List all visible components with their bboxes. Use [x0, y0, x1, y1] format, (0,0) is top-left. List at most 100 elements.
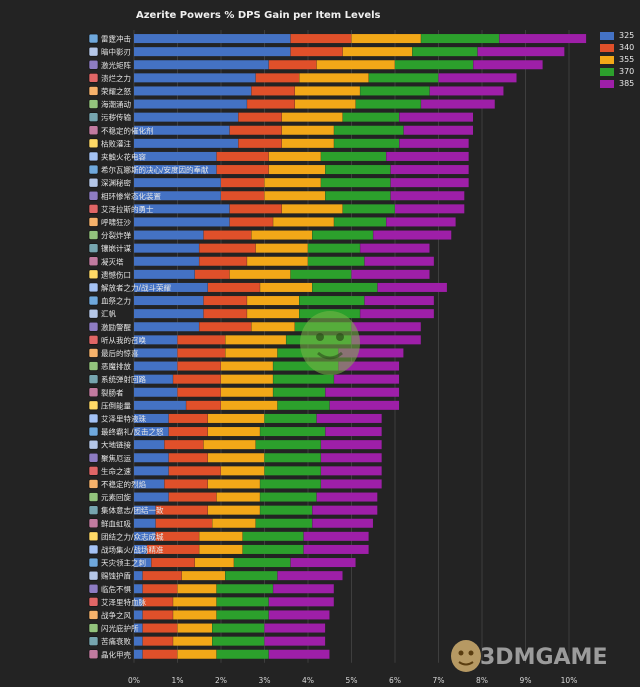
bar-325: [134, 361, 178, 371]
category-label: 生命之速: [101, 466, 131, 476]
legend-item-385: 385: [600, 79, 640, 89]
category-label: 战场集火/战场精准: [101, 544, 164, 554]
bar-370: [321, 178, 391, 188]
category-label: 解放者之力/战斗荣耀: [101, 282, 172, 292]
category-label: 相环惨常态化装置: [101, 191, 161, 201]
azerite-power-icon: [88, 505, 99, 515]
category-label: 暗中影刃: [101, 47, 131, 57]
bar-370: [264, 413, 317, 423]
bar-385: [329, 400, 400, 410]
bar-340: [238, 112, 282, 122]
bar-340: [194, 269, 230, 279]
bar-385: [386, 151, 469, 161]
azerite-power-icon: [88, 230, 99, 240]
category-label: 最终霸礼/反击之怒: [101, 427, 164, 437]
bar-325: [134, 492, 169, 502]
category-labels: 雷霆冲击暗中影刃激光矩阵溃烂之力荣耀之怒海潮涌动污秽传输不稳定的催化剂枯败灌注夹…: [88, 34, 209, 660]
bar-355: [247, 256, 308, 266]
legend-item-325: 325: [600, 31, 640, 41]
bar-385: [312, 518, 373, 528]
bar-340: [221, 191, 265, 201]
bar-370: [334, 125, 404, 135]
bar-340: [168, 427, 208, 437]
bar-325: [134, 335, 178, 345]
x-tick-label: 4%: [302, 676, 314, 685]
bar-340: [142, 584, 178, 594]
bar-385: [303, 544, 369, 554]
bar-385: [316, 413, 382, 423]
bar-370: [299, 296, 365, 306]
bar-385: [268, 610, 330, 620]
bar-325: [134, 518, 156, 528]
bar-370: [312, 230, 373, 240]
bar-385: [390, 165, 469, 175]
bar-355: [294, 86, 360, 96]
bar-325: [134, 427, 169, 437]
legend-label: 340: [619, 43, 635, 52]
bar-355: [299, 73, 369, 83]
bar-385: [338, 348, 404, 358]
category-label: 临危不惧: [101, 584, 131, 594]
bar-355: [203, 440, 256, 450]
bar-340: [168, 453, 208, 463]
bar-385: [373, 230, 452, 240]
category-label: 元素回旋: [101, 492, 131, 502]
bar-325: [134, 296, 204, 306]
bar-325: [134, 151, 217, 161]
azerite-power-icon: [88, 413, 99, 424]
bar-325: [134, 322, 199, 332]
bar-355: [177, 649, 217, 659]
bar-385: [273, 584, 334, 594]
bar-370: [325, 165, 391, 175]
category-label: 溃烂之力: [101, 73, 131, 83]
bar-340: [221, 178, 265, 188]
category-label: 遗憾伤口: [101, 269, 131, 279]
azerite-power-icon: [88, 361, 99, 371]
bar-370: [273, 387, 326, 397]
legend-label: 385: [619, 79, 635, 88]
bar-355: [225, 348, 278, 358]
bar-340: [142, 623, 178, 633]
bar-370: [273, 361, 339, 371]
bar-370: [234, 558, 291, 568]
bar-385: [334, 374, 400, 384]
azerite-power-icon: [88, 204, 99, 214]
azerite-power-icon: [88, 610, 99, 620]
bar-340: [229, 125, 282, 135]
bar-340: [186, 400, 221, 410]
bar-355: [342, 47, 413, 57]
category-label: 天灾领主之刺: [101, 558, 146, 568]
bar-340: [268, 60, 317, 70]
bar-385: [325, 387, 400, 397]
bar-385: [399, 112, 473, 122]
azerite-power-icon: [88, 649, 99, 660]
bar-325: [134, 282, 208, 292]
bar-355: [255, 243, 308, 253]
bar-355: [207, 427, 260, 437]
bar-355: [221, 466, 265, 476]
bar-340: [142, 571, 182, 581]
bar-325: [134, 453, 169, 463]
bar-325: [134, 387, 178, 397]
azerite-power-icon: [88, 636, 99, 646]
bar-385: [364, 296, 434, 306]
bar-355: [251, 322, 295, 332]
bar-385: [473, 60, 543, 70]
bar-355: [207, 453, 265, 463]
bars: [134, 34, 587, 659]
x-tick-label: 7%: [433, 676, 445, 685]
bar-385: [351, 322, 421, 332]
azerite-power-icon: [88, 335, 99, 345]
bar-340: [290, 34, 352, 44]
bar-385: [499, 34, 587, 44]
bar-385: [321, 479, 382, 489]
category-label: 晶化甲壳: [101, 649, 131, 659]
bar-385: [268, 597, 334, 607]
azerite-power-icon: [88, 531, 99, 542]
azerite-power-icon: [88, 583, 99, 594]
bar-325: [134, 440, 165, 450]
bar-370: [412, 47, 478, 57]
bar-355: [221, 361, 273, 371]
bar-385: [386, 217, 456, 227]
category-label: 荣耀之怒: [101, 86, 131, 96]
